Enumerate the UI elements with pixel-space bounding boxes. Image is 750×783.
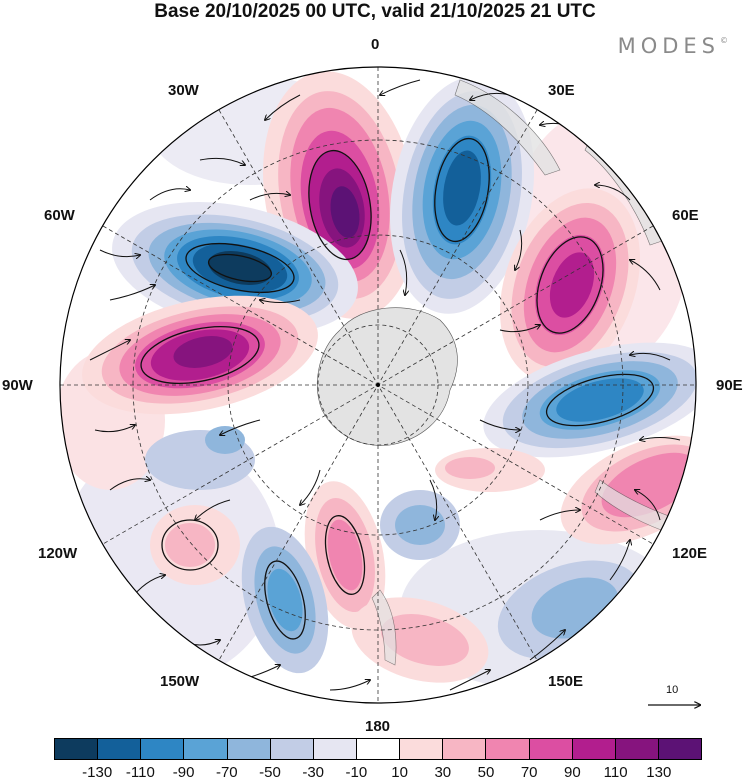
colorbar-tick-label: -110 [125,764,155,781]
positive-anomaly-60e [499,188,641,382]
colorbar-tick-label: 110 [603,764,628,781]
lon-label-120w: 120W [38,545,78,562]
colorbar-bin [400,739,444,759]
colorbar-tick-label: 130 [646,764,672,781]
colorbar-bin [356,739,401,759]
colorbar-bin [141,739,185,759]
lon-label-90e: 90E [716,377,743,394]
brand-copyright-mark: © [720,36,728,45]
colorbar-bin [313,739,357,759]
colorbar-bin [270,739,314,759]
anomaly-field [60,67,696,703]
colorbar-tick-label: 50 [477,764,495,781]
lon-label-0: 0 [371,36,380,53]
colorbar-tick-label: 30 [434,764,452,781]
brand-name: MODES [617,34,720,58]
lon-label-150e: 150E [548,673,584,690]
lon-label-60w: 60W [44,207,75,224]
brand-logo: MODES© [618,34,728,58]
colorbar-tick-label: -130 [82,764,113,781]
lon-label-30w: 30W [168,82,199,99]
lon-label-150w: 150W [160,673,200,690]
colorbar-bin [486,739,530,759]
colorbar-bin [55,739,99,759]
positive-anomaly-180 [304,481,489,683]
reference-vector-label: 10 [666,684,679,696]
positive-anomaly-120w [150,505,240,585]
colorbar-tick-label: 70 [520,764,538,781]
lon-label-30e: 30E [548,82,575,99]
negative-anomaly-150w [145,426,329,674]
colorbar-tick-label: -70 [215,764,238,781]
lon-label-120e: 120E [672,545,708,562]
colorbar-bin [529,739,573,759]
map-boundary [59,66,697,704]
colorbar-ticks: -130 -110 -90 -70 -50 -30 -10 10 30 50 70 90 110 130 [54,764,702,782]
colorbar [54,738,702,760]
colorbar-bin [184,739,228,759]
north-pole-marker [376,383,380,387]
negative-anomaly-30e [389,76,535,314]
colorbar-tick-label: -10 [345,764,368,781]
lon-label-180: 180 [365,718,391,735]
map-title: Base 20/10/2025 00 UTC, valid 21/10/2025… [154,1,596,22]
negative-anomaly-90e [483,342,696,458]
colorbar-bin [658,739,702,759]
colorbar-bin [615,739,659,759]
colorbar-tick-label: -50 [259,764,281,781]
lon-label-90w: 90W [2,377,33,394]
circulation-contours [140,137,655,640]
colorbar-bin [98,739,142,759]
lon-label-60e: 60E [672,207,699,224]
colorbar-bin [227,739,271,759]
colorbar-tick-label: 10 [391,764,408,781]
colorbar-tick-label: -30 [302,764,325,781]
colorbar-tick-label: 90 [564,764,581,781]
colorbar-tick-label: -90 [172,764,195,781]
colorbar-bin [572,739,616,759]
colorbar-bin [443,739,487,759]
